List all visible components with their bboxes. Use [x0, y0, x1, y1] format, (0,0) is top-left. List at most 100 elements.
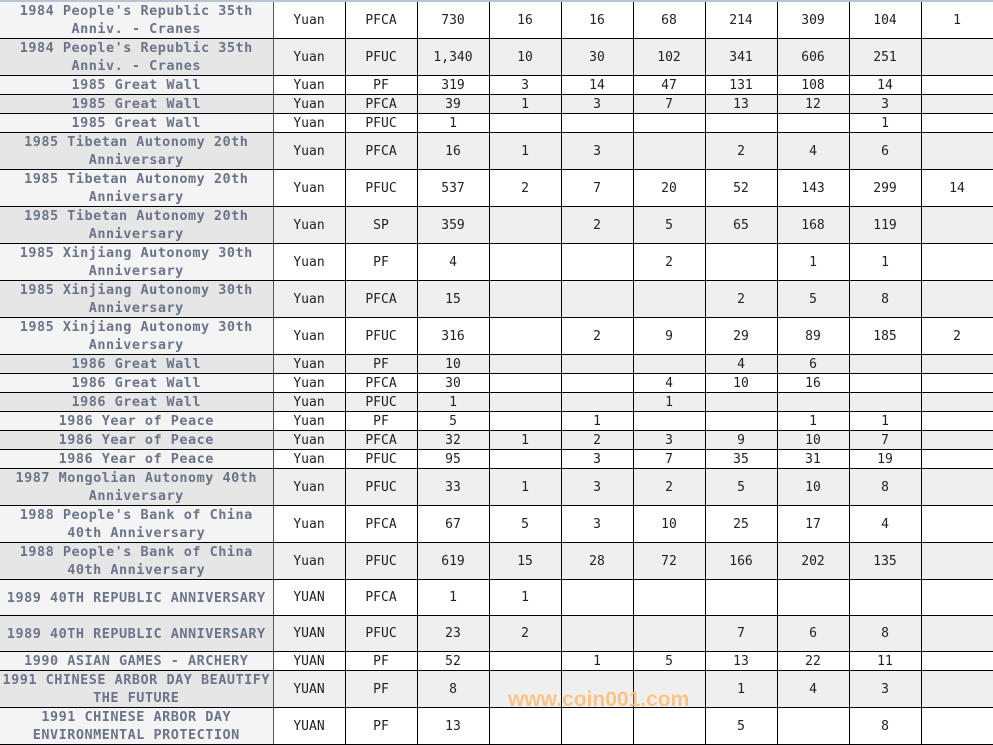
grade-count-cell: 1	[848, 243, 922, 281]
grade-count-cell: 606	[776, 38, 850, 76]
grade-count-cell	[632, 579, 706, 616]
grade-count-cell	[632, 615, 706, 652]
unit-cell: Yuan	[272, 280, 346, 318]
grade-type-cell: PFUC	[344, 113, 418, 133]
table-row: 1985 Tibetan Autonomy 20th Anniversary Yu…	[0, 206, 993, 244]
grade-count-cell	[632, 670, 706, 708]
grade-count-cell: 9	[632, 317, 706, 355]
grade-count-cell	[488, 651, 562, 671]
grade-count-cell: 102	[632, 38, 706, 76]
total-cell: 316	[416, 317, 490, 355]
grade-count-cell: 1	[848, 113, 922, 133]
grade-type-cell: PFUC	[344, 392, 418, 412]
grade-count-cell	[704, 579, 778, 616]
grade-count-cell	[632, 354, 706, 374]
grade-count-cell	[920, 707, 993, 745]
grade-count-cell	[920, 373, 993, 393]
grade-type-cell: PFUC	[344, 615, 418, 652]
grade-count-cell: 6	[776, 615, 850, 652]
grade-count-cell: 5	[632, 206, 706, 244]
unit-cell: Yuan	[272, 411, 346, 431]
grade-count-cell	[488, 354, 562, 374]
grade-type-cell: PFUC	[344, 38, 418, 76]
grade-count-cell	[560, 392, 634, 412]
grade-count-cell: 341	[704, 38, 778, 76]
grade-count-cell: 7	[848, 430, 922, 450]
table-row: 1991 CHINESE ARBOR DAY BEAUTIFY THE FUTU…	[0, 670, 993, 708]
grade-count-cell: 10	[776, 430, 850, 450]
grade-count-cell: 47	[632, 75, 706, 95]
grade-count-cell: 3	[560, 468, 634, 506]
total-cell: 319	[416, 75, 490, 95]
grade-type-cell: PFUC	[344, 542, 418, 580]
total-cell: 1	[416, 113, 490, 133]
grade-count-cell: 7	[632, 94, 706, 114]
coin-name-cell: 1991 CHINESE ARBOR DAY BEAUTIFY THE FUTU…	[0, 670, 274, 708]
grade-count-cell: 16	[488, 0, 562, 39]
grade-count-cell: 2	[560, 206, 634, 244]
total-cell: 1	[416, 392, 490, 412]
grade-count-cell: 14	[848, 75, 922, 95]
grade-count-cell: 4	[632, 373, 706, 393]
unit-cell: Yuan	[272, 354, 346, 374]
grade-count-cell	[920, 505, 993, 543]
table-row: 1985 Tibetan Autonomy 20th Anniversary Yu…	[0, 132, 993, 170]
grade-count-cell: 8	[848, 707, 922, 745]
grade-count-cell: 17	[776, 505, 850, 543]
grade-count-cell: 104	[848, 0, 922, 39]
table-row: 1986 Great Wall Yuan PFUC 1 1	[0, 392, 993, 412]
grade-count-cell	[488, 411, 562, 431]
total-cell: 95	[416, 449, 490, 469]
grade-count-cell	[920, 392, 993, 412]
grade-count-cell: 1	[704, 670, 778, 708]
unit-cell: YUAN	[272, 579, 346, 616]
grade-count-cell: 7	[560, 169, 634, 207]
total-cell: 52	[416, 651, 490, 671]
grade-count-cell	[560, 243, 634, 281]
total-cell: 23	[416, 615, 490, 652]
coin-name-cell: 1984 People's Republic 35th Anniv. - Cra…	[0, 38, 274, 76]
grade-count-cell	[560, 579, 634, 616]
table-row: 1986 Year of Peace Yuan PF 5 1 1 1	[0, 411, 993, 431]
total-cell: 619	[416, 542, 490, 580]
grade-count-cell: 7	[632, 449, 706, 469]
grade-count-cell: 168	[776, 206, 850, 244]
coin-name-cell: 1984 People's Republic 35th Anniv. - Cra…	[0, 0, 274, 39]
grade-count-cell: 10	[704, 373, 778, 393]
grade-count-cell: 1	[560, 651, 634, 671]
table-row: 1985 Xinjiang Autonomy 30th Anniversary Y…	[0, 280, 993, 318]
grade-count-cell: 1	[848, 411, 922, 431]
grade-count-cell: 3	[560, 449, 634, 469]
table-row: 1985 Xinjiang Autonomy 30th Anniversary Y…	[0, 317, 993, 355]
total-cell: 10	[416, 354, 490, 374]
grade-count-cell: 251	[848, 38, 922, 76]
grade-type-cell: PFUC	[344, 468, 418, 506]
table-row: 1985 Xinjiang Autonomy 30th Anniversary Y…	[0, 243, 993, 281]
grade-count-cell: 65	[704, 206, 778, 244]
grade-count-cell	[920, 670, 993, 708]
total-cell: 67	[416, 505, 490, 543]
grade-count-cell: 1	[488, 94, 562, 114]
unit-cell: Yuan	[272, 75, 346, 95]
grade-count-cell	[920, 243, 993, 281]
grade-count-cell	[848, 373, 922, 393]
grade-count-cell	[488, 113, 562, 133]
unit-cell: Yuan	[272, 132, 346, 170]
grade-count-cell: 16	[776, 373, 850, 393]
grade-count-cell: 3	[560, 94, 634, 114]
unit-cell: Yuan	[272, 542, 346, 580]
grade-type-cell: PFCA	[344, 0, 418, 39]
grade-count-cell: 6	[776, 354, 850, 374]
grade-count-cell: 143	[776, 169, 850, 207]
grade-count-cell: 3	[632, 430, 706, 450]
grade-count-cell	[560, 615, 634, 652]
grade-count-cell	[776, 707, 850, 745]
grade-count-cell: 6	[848, 132, 922, 170]
coin-name-cell: 1987 Mongolian Autonomy 40th Anniversary	[0, 468, 274, 506]
coin-name-cell: 1986 Great Wall	[0, 373, 274, 393]
coin-name-cell: 1986 Year of Peace	[0, 411, 274, 431]
grade-count-cell: 2	[488, 169, 562, 207]
unit-cell: Yuan	[272, 94, 346, 114]
grade-type-cell: PFCA	[344, 430, 418, 450]
